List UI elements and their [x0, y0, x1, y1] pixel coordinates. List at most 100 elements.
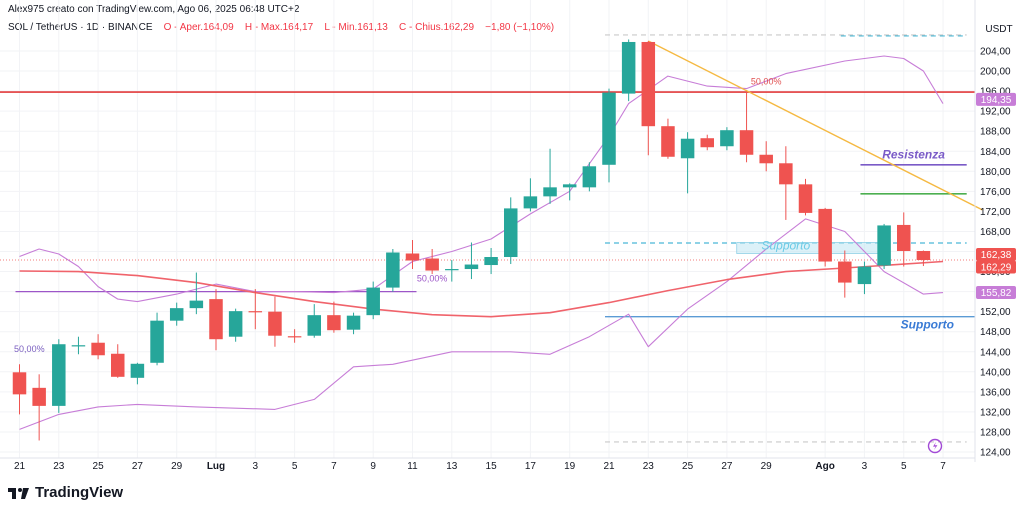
candle-down: [700, 134, 714, 151]
candle-body: [327, 315, 341, 331]
x-tick-label: 21: [14, 461, 26, 472]
annotation-fib_top: 50,00%: [751, 77, 782, 87]
price-label-text: 194,35: [981, 95, 1012, 106]
candle-down: [248, 289, 263, 330]
candle-body: [111, 353, 125, 377]
y-tick-label: 176,00: [980, 187, 1011, 198]
x-tick-label: 15: [486, 461, 498, 472]
candle-up: [543, 148, 557, 204]
y-tick-label: 128,00: [980, 427, 1011, 438]
moving-average: [19, 260, 944, 318]
x-tick-label: Ago: [815, 461, 834, 472]
candle-down: [818, 207, 832, 267]
y-tick-label: 144,00: [980, 347, 1011, 358]
candle-body: [798, 184, 813, 213]
symbol-label[interactable]: SOL / TetherUS · 1D · BINANCE: [8, 22, 153, 33]
candle-down: [111, 344, 125, 378]
candle-body: [52, 344, 66, 406]
annotation-fib_left: 50,00%: [14, 344, 45, 354]
horizontal-lines: [0, 34, 975, 443]
x-tick-label: 5: [292, 461, 298, 472]
candle-body: [268, 311, 282, 336]
x-tick-label: 11: [407, 461, 418, 472]
annotation-supporto_mid: Supporto: [761, 238, 810, 252]
candle-body: [307, 315, 321, 336]
price-label: 162,38: [976, 248, 1016, 262]
candle-body: [130, 363, 145, 378]
candle-body: [562, 184, 577, 188]
candle-body: [32, 387, 46, 406]
annotation-resistenza: Resistenza: [882, 147, 945, 161]
price-label-bg: [976, 248, 1016, 262]
candle-body: [12, 372, 27, 395]
y-tick-label: 132,00: [980, 407, 1011, 418]
brand-name: TradingView: [35, 484, 124, 501]
x-tick-label: 19: [564, 461, 576, 472]
candle-body: [680, 138, 695, 159]
candle-down: [916, 250, 931, 267]
y-tick-label: 200,00: [980, 67, 1011, 78]
candle-body: [700, 138, 714, 148]
candle-up: [602, 88, 616, 183]
candle-up: [307, 304, 321, 338]
alert-icon[interactable]: [927, 438, 943, 454]
candle-body: [346, 315, 361, 330]
candle-body: [877, 225, 891, 266]
candle-body: [287, 336, 302, 338]
candle-down: [897, 212, 911, 267]
x-tick-label: 27: [132, 461, 144, 472]
annotations: 50,00% 50,00% 50,00% Resistenza Supporto Supp…: [14, 77, 954, 354]
candle-body: [838, 261, 852, 283]
x-tick-label: 23: [53, 461, 65, 472]
x-tick-label: Lug: [207, 461, 225, 472]
candle-up: [52, 339, 66, 413]
candle-up: [130, 362, 145, 385]
candle-body: [71, 345, 86, 347]
candle-body: [91, 342, 105, 356]
x-tick-label: 23: [643, 461, 655, 472]
candle-down: [779, 146, 793, 220]
candle-body: [582, 166, 597, 188]
candle-body: [916, 250, 931, 261]
candle-body: [641, 41, 656, 127]
y-tick-label: 124,00: [980, 448, 1011, 459]
x-tick-label: 25: [682, 461, 694, 472]
annotation-supporto_low: Supporto: [901, 318, 954, 332]
price-label-bg: [976, 260, 1016, 274]
currency-label: USDT: [985, 24, 1012, 35]
y-tick-label: 140,00: [980, 367, 1011, 378]
x-tick-label: 3: [253, 461, 259, 472]
candle-down: [425, 248, 439, 275]
candle-down: [91, 334, 105, 360]
low-value: L - Min.161,13: [324, 22, 388, 33]
change-value: −1,80 (−1,10%): [485, 22, 555, 33]
time-axis[interactable]: 21 23 25 27 29 Lug 3 5 7 9 11 13 15 17 19 21 23 25 27 29 Ago…: [0, 457, 975, 472]
candle-down: [32, 374, 46, 441]
candle-up: [621, 39, 636, 102]
price-labels: 194,35 162,38 162,29 155,82: [976, 92, 1016, 300]
y-tick-label: 196,00: [980, 87, 1011, 98]
candle-up: [71, 336, 86, 355]
candle-body: [386, 252, 400, 288]
candle-body: [523, 196, 538, 209]
candle-body: [661, 126, 675, 157]
candle-body: [445, 269, 459, 271]
candle-body: [720, 130, 734, 147]
candle-body: [739, 130, 754, 155]
high-value: H - Max.164,17: [244, 22, 314, 33]
candle-body: [228, 311, 243, 337]
candle-down: [327, 301, 341, 333]
candle-up: [484, 247, 498, 275]
candle-body: [366, 287, 380, 316]
price-label-text: 162,29: [981, 263, 1012, 274]
candle-up: [720, 127, 734, 151]
candle-down: [739, 92, 754, 163]
bollinger-upper: [19, 55, 944, 303]
candle-body: [484, 257, 498, 266]
candle-up: [150, 312, 164, 366]
price-axis[interactable]: USDT 204,00 200,00 196,00 192,00 188,00 184,0…: [974, 0, 1013, 462]
brand-logo[interactable]: TradingView: [8, 484, 123, 501]
candle-up: [523, 178, 538, 212]
candle-up: [346, 312, 361, 335]
